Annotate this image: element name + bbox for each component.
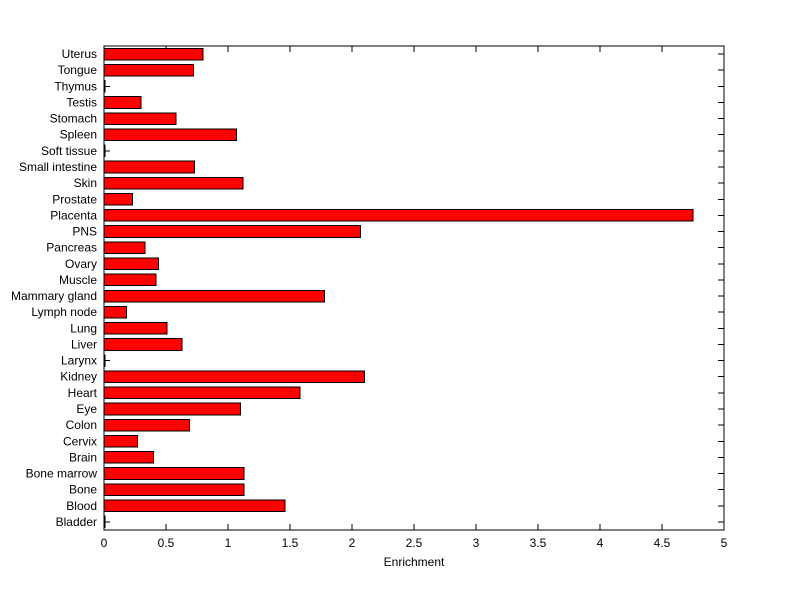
x-tick-label: 2	[349, 536, 356, 550]
y-tick-label: Soft tissue	[41, 144, 97, 158]
bar-kidney	[103, 370, 365, 384]
bar-brain	[103, 451, 155, 464]
y-tick-label: Bone	[69, 483, 97, 497]
y-tick-label: Spleen	[60, 128, 97, 142]
bar-placenta	[103, 209, 694, 222]
bar-lung	[103, 322, 168, 335]
y-tick-label: Colon	[66, 418, 97, 432]
x-axis-label: Enrichment	[384, 555, 445, 569]
bar-mammary-gland	[103, 289, 326, 303]
bar-testis	[103, 96, 142, 109]
bar-thymus	[103, 80, 106, 93]
x-tick-label: 4.5	[654, 536, 671, 550]
y-tick-label: Lymph node	[31, 305, 97, 319]
bar-ovary	[103, 257, 160, 271]
x-tick-label: 2.5	[406, 536, 423, 550]
bar-prostate	[103, 192, 134, 206]
y-tick-label: Placenta	[50, 208, 97, 222]
y-tick-label: Muscle	[59, 273, 97, 287]
x-tick-label: 1.5	[282, 536, 299, 550]
bar-liver	[103, 338, 183, 351]
y-tick-label: PNS	[72, 225, 97, 239]
bar-heart	[103, 386, 301, 400]
y-tick-label: Lung	[70, 321, 97, 335]
x-tick-label: 3	[473, 536, 480, 550]
bar-bladder	[103, 515, 106, 529]
y-tick-label: Small intestine	[19, 160, 97, 174]
y-tick-label: Prostate	[52, 192, 97, 206]
x-tick-label: 0	[101, 536, 108, 550]
y-tick-label: Blood	[66, 499, 97, 513]
bar-spleen	[103, 128, 238, 142]
bar-colon	[103, 418, 191, 432]
x-tick-label: 1	[225, 536, 232, 550]
y-tick-label: Ovary	[65, 257, 97, 271]
y-tick-label: Pancreas	[46, 241, 97, 255]
bar-pns	[103, 225, 362, 238]
bar-lymph-node	[103, 305, 127, 319]
plot-box	[103, 45, 725, 531]
y-tick-label: Heart	[68, 386, 98, 400]
y-tick-label: Stomach	[50, 112, 97, 126]
y-tick-label: Eye	[76, 402, 97, 416]
y-tick-label: Thymus	[54, 79, 97, 93]
y-tick-label: Uterus	[62, 47, 97, 61]
y-tick-label: Brain	[69, 450, 97, 464]
x-tick-label: 3.5	[530, 536, 547, 550]
y-tick-label: Testis	[66, 95, 97, 109]
bar-eye	[103, 402, 241, 416]
bar-soft-tissue	[103, 144, 106, 158]
bar-skin	[103, 176, 244, 190]
y-tick-label: Skin	[74, 176, 97, 190]
plot-layer: 0 0.5 1 1.5 2 2.5 3 3.5 4 4.5 5 Uterus Tongue Thymus T…	[11, 45, 728, 550]
bar-small-intestine	[103, 160, 196, 174]
bar-bone	[103, 483, 245, 496]
y-tick-label: Mammary gland	[11, 289, 97, 303]
bar-blood	[103, 499, 286, 513]
y-tick-label: Liver	[71, 337, 97, 351]
x-tick-label: 0.5	[158, 536, 175, 550]
y-tick-label: Cervix	[63, 434, 97, 448]
bar-pancreas	[103, 241, 146, 254]
bar-stomach	[103, 112, 177, 125]
y-tick-label: Bone marrow	[26, 467, 98, 481]
y-tick-label: Larynx	[61, 354, 97, 368]
bar-tongue	[103, 63, 194, 77]
y-tick-label: Bladder	[56, 515, 97, 529]
x-tick-label: 5	[721, 536, 728, 550]
x-tick-label: 4	[597, 536, 604, 550]
y-tick-label: Tongue	[58, 63, 98, 77]
bar-larynx	[103, 354, 106, 367]
y-tick-label: Kidney	[60, 370, 97, 384]
bar-muscle	[103, 273, 157, 287]
bar-bone-marrow	[103, 467, 245, 480]
bar-cervix	[103, 434, 138, 448]
bar-uterus	[103, 47, 204, 61]
